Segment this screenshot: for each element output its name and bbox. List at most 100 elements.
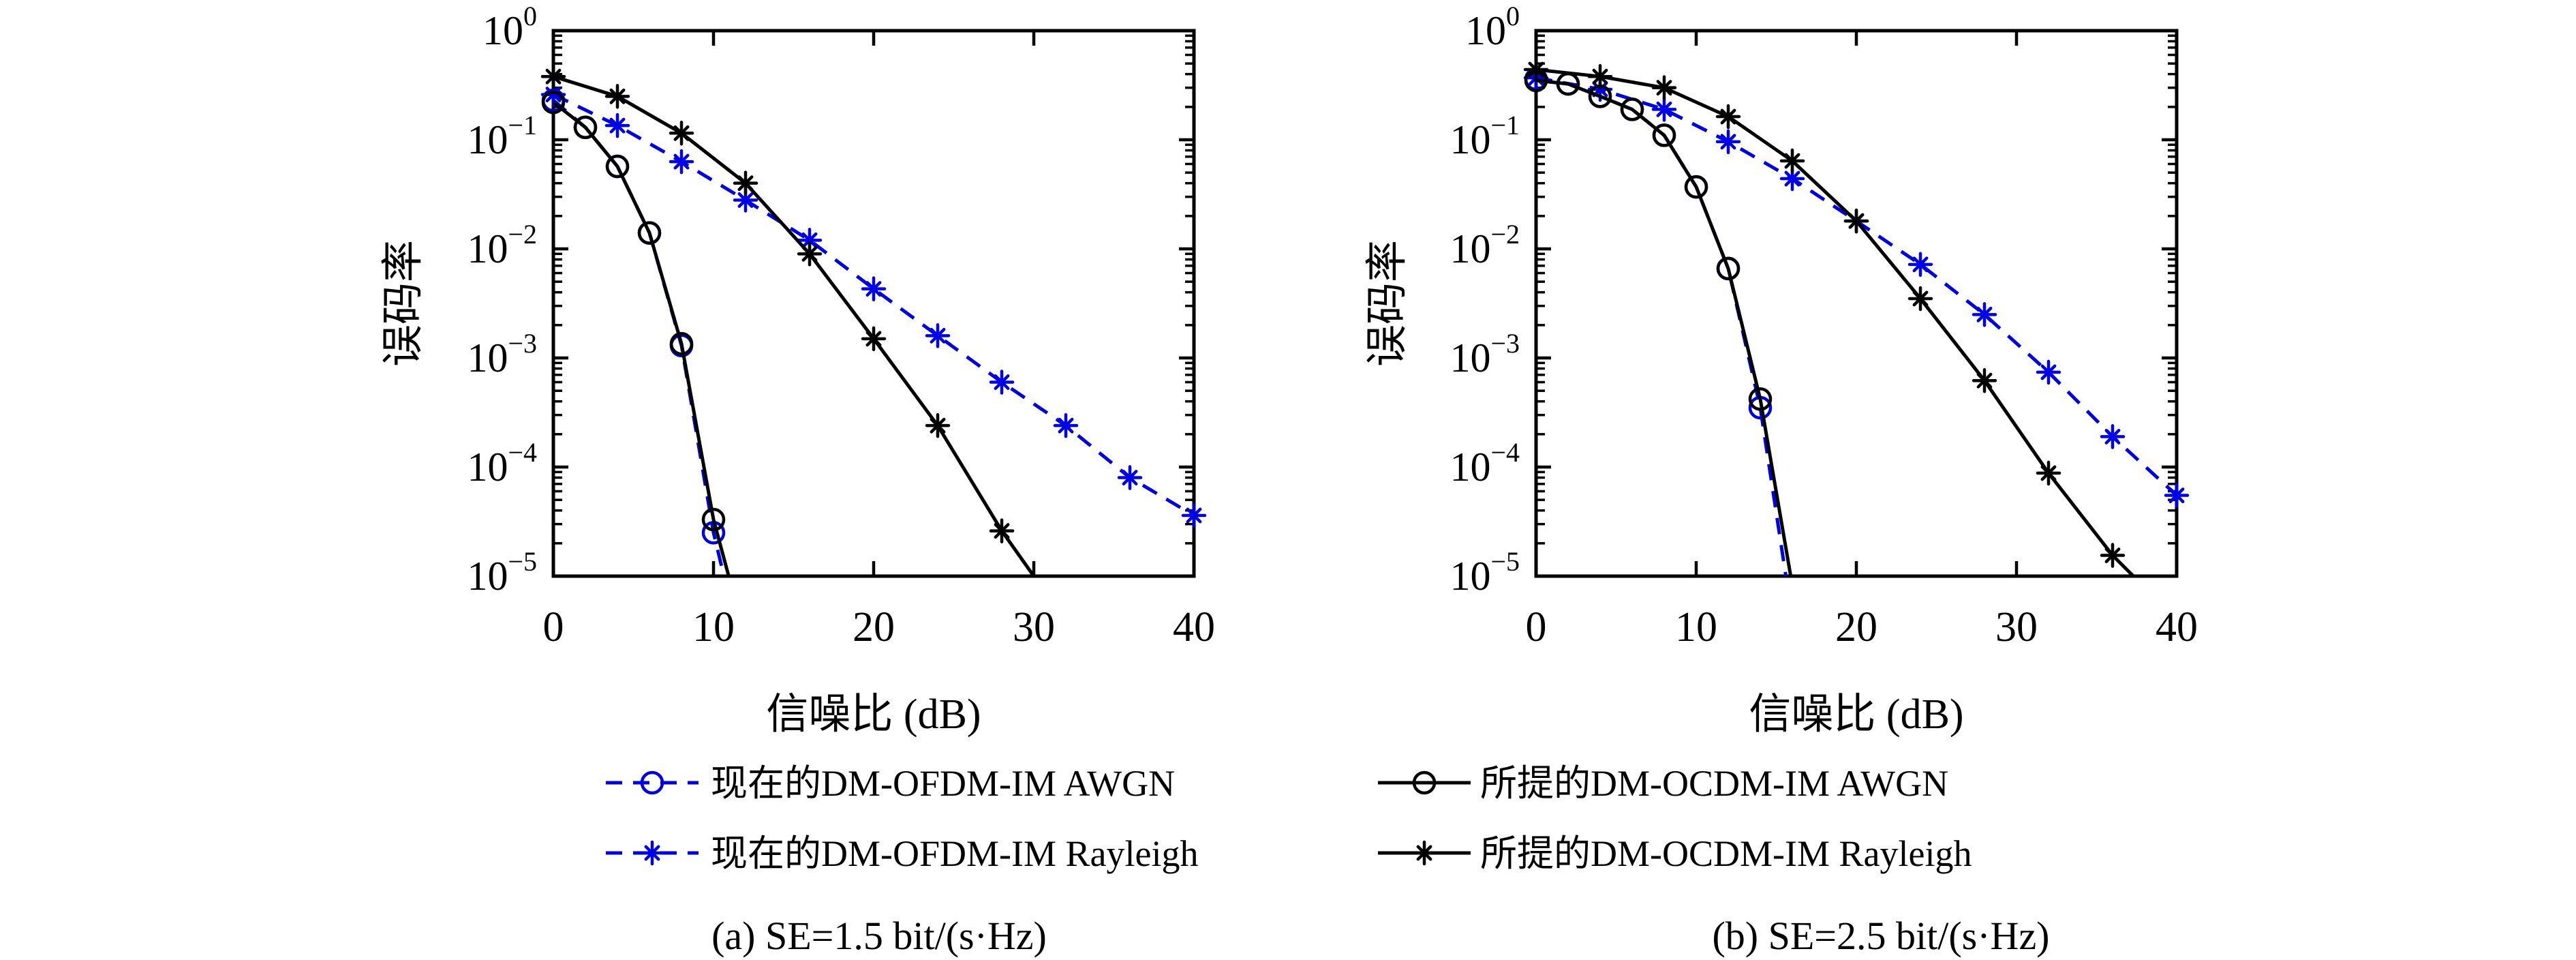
legend-label-proposed-awgn: 所提的DM-OCDM-IM AWGN — [1480, 763, 1948, 804]
data-point-asterisk-marker — [861, 276, 887, 301]
data-point-asterisk-marker — [1715, 104, 1741, 130]
data-point-asterisk-marker — [1651, 97, 1677, 122]
data-point-asterisk-marker — [733, 170, 758, 196]
data-point-asterisk-marker — [925, 323, 951, 348]
y-tick-label: 10−1 — [467, 110, 537, 162]
series-line — [552, 93, 1195, 518]
data-point-asterisk-marker — [1907, 286, 1933, 312]
data-point-asterisk-marker — [2100, 543, 2126, 568]
data-point-asterisk-marker — [1523, 57, 1549, 82]
data-point-asterisk-marker — [2036, 460, 2061, 486]
data-point-asterisk-marker — [1117, 465, 1143, 490]
data-point-asterisk-marker — [604, 112, 630, 138]
data-point-circle-marker — [1716, 256, 1741, 281]
legend: 现在的DM-OFDM-IM AWGN 所提的DM-OCDM-IM AWGN 现在… — [606, 763, 1972, 874]
y-tick-label: 10−3 — [467, 328, 537, 380]
data-point-circle-marker — [1652, 123, 1676, 147]
data-point-asterisk-marker — [604, 84, 630, 109]
x-tick-label: 30 — [1013, 604, 1055, 650]
series-existing-circle — [541, 88, 726, 577]
series-proposed-circle — [541, 90, 731, 577]
x-tick-label: 20 — [853, 604, 895, 650]
y-tick-label: 10−5 — [1450, 546, 1520, 599]
y-tick-label: 10−1 — [1450, 110, 1520, 162]
series-existing-asterisk — [540, 82, 1207, 528]
data-point-asterisk-marker — [1651, 75, 1677, 100]
data-point-circle-marker — [669, 331, 694, 356]
x-tick-label: 0 — [543, 604, 564, 650]
data-point-asterisk-marker — [1053, 412, 1079, 438]
plot-b-ylabel: 误码率 — [1364, 240, 1411, 367]
legend-label-existing-awgn: 现在的DM-OFDM-IM AWGN — [711, 763, 1175, 804]
x-tick-label: 30 — [1995, 604, 2038, 650]
data-point-asterisk-marker — [733, 188, 758, 213]
x-tick-label: 20 — [1835, 604, 1877, 650]
plot-a-xlabel: 信噪比 (dB) — [766, 691, 981, 738]
series-line — [552, 101, 731, 577]
plot-frame — [1534, 29, 2179, 578]
data-point-asterisk-marker — [861, 326, 887, 352]
data-point-circle-marker — [701, 507, 726, 532]
y-tick-label: 10−5 — [467, 546, 537, 599]
y-tick-label: 10−4 — [467, 437, 537, 490]
data-point-asterisk-marker — [1587, 63, 1613, 89]
legend-sample-existing-awgn — [606, 770, 699, 795]
y-tick-label: 100 — [1465, 1, 1520, 53]
data-point-asterisk-marker — [2100, 424, 2126, 449]
plot-frame — [551, 29, 1196, 578]
x-tick-label: 10 — [692, 604, 735, 650]
y-tick-label: 10−4 — [1450, 437, 1520, 490]
legend-label-existing-rayleigh: 现在的DM-OFDM-IM Rayleigh — [711, 833, 1198, 874]
legend-sample-existing-rayleigh — [606, 840, 699, 866]
data-point-asterisk-marker — [1715, 129, 1741, 155]
legend-sample-proposed-rayleigh — [1378, 840, 1471, 866]
series-existing-asterisk — [1523, 65, 2190, 508]
data-point-circle-marker — [1620, 97, 1644, 121]
series-line — [1535, 68, 2135, 578]
x-tick-label: 40 — [2156, 604, 2198, 650]
plot-b-xlabel: 信噪比 (dB) — [1749, 691, 1963, 738]
data-point-asterisk-marker — [1843, 208, 1869, 234]
plot-b: 0 10 20 30 40 100 10−1 10−2 10−3 10−4 10−5 — [1450, 1, 2198, 650]
data-point-circle-marker — [637, 221, 662, 245]
data-point-asterisk-marker — [925, 412, 951, 438]
data-point-asterisk-marker — [669, 121, 694, 146]
data-point-asterisk-marker — [2164, 483, 2190, 508]
data-point-circle-marker — [1748, 387, 1773, 411]
data-point-circle-marker — [573, 115, 598, 140]
y-tick-label: 10−2 — [467, 219, 537, 271]
data-point-asterisk-marker — [669, 149, 694, 175]
data-point-asterisk-marker — [989, 518, 1015, 543]
series-proposed-asterisk — [540, 63, 1036, 578]
legend-sample-circle-marker — [1412, 770, 1437, 795]
data-point-asterisk-marker — [1907, 252, 1933, 278]
data-point-asterisk-marker — [540, 63, 566, 89]
y-tick-label: 100 — [482, 1, 537, 53]
legend-sample-circle-marker — [640, 770, 664, 795]
x-tick-label: 0 — [1526, 604, 1547, 650]
y-tick-label: 10−3 — [1450, 328, 1520, 380]
data-point-asterisk-marker — [797, 241, 823, 267]
plot-a: 0 10 20 30 40 100 10−1 10−2 10−3 10−4 10−5 — [467, 1, 1215, 650]
data-point-asterisk-marker — [1779, 166, 1805, 192]
caption-a: (a) SE=1.5 bit/(s·Hz) — [711, 914, 1047, 958]
y-tick-label: 10−2 — [1450, 219, 1520, 271]
data-point-asterisk-marker — [1181, 502, 1207, 528]
series-existing-circle — [1524, 67, 1788, 577]
legend-sample-asterisk-marker — [639, 840, 665, 866]
series-line — [553, 74, 1036, 578]
legend-label-proposed-rayleigh: 所提的DM-OCDM-IM Rayleigh — [1480, 833, 1972, 874]
data-point-asterisk-marker — [1972, 302, 1997, 327]
series-proposed-asterisk — [1523, 57, 2135, 578]
legend-sample-asterisk-marker — [1411, 840, 1437, 866]
data-point-asterisk-marker — [989, 370, 1015, 395]
x-tick-label: 40 — [1173, 604, 1215, 650]
series-line — [1535, 76, 2178, 497]
data-point-circle-marker — [541, 90, 566, 115]
data-point-circle-marker — [605, 154, 630, 179]
data-point-circle-marker — [1684, 175, 1708, 199]
legend-sample-proposed-awgn — [1378, 770, 1471, 795]
data-point-asterisk-marker — [1779, 148, 1805, 174]
